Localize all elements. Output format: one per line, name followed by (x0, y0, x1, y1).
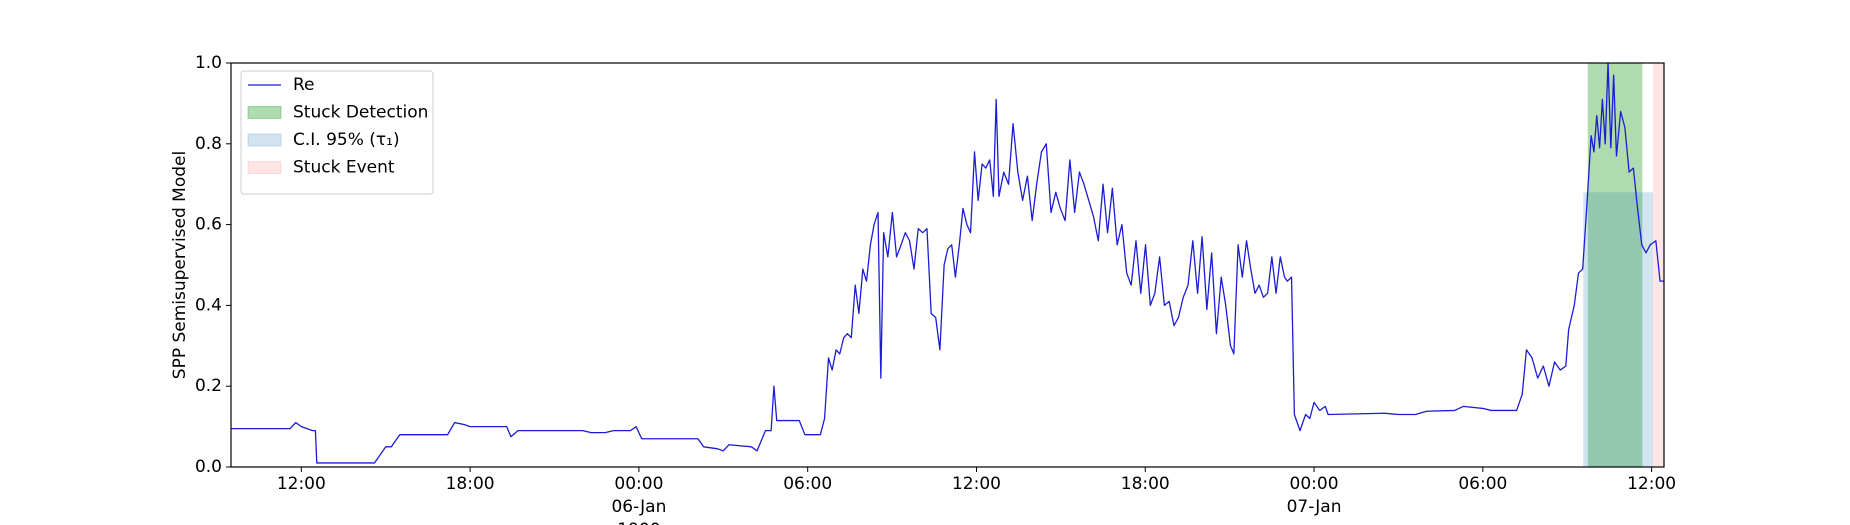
data-line (231, 62, 1664, 464)
x-tick-label: 12:00 (1627, 474, 1676, 494)
shaded-region (1583, 192, 1654, 467)
x-tick-label: 06:00 (1458, 474, 1507, 494)
legend-box (240, 70, 434, 195)
x-tick-label: 00:00 07-Jan (1287, 474, 1342, 517)
y-tick-label: 0.0 (195, 457, 222, 477)
legend-patch (247, 106, 282, 119)
legend-label: C.I. 95% (τ₁) (293, 130, 400, 150)
y-tick-label: 0.8 (195, 134, 222, 154)
legend-patch (247, 161, 282, 174)
x-tick-label: 06:00 (783, 474, 832, 494)
y-tick-label: 0.6 (195, 215, 222, 235)
legend-patch (247, 133, 282, 147)
legend-label: Stuck Detection (293, 103, 428, 123)
x-tick-label: 18:00 (446, 474, 495, 494)
y-tick-label: 1.0 (195, 53, 222, 73)
y-tick-label: 0.4 (195, 295, 222, 315)
y-axis-label: SPP Semisupervised Model (170, 151, 190, 379)
legend-label: Re (293, 75, 315, 95)
legend: Re Stuck Detection C.I. 95% (τ₁) Stuck Even… (240, 70, 434, 195)
x-tick-label: 12:00 (952, 474, 1001, 494)
x-tick-label: 18:00 (1121, 474, 1170, 494)
x-tick-label: 12:00 (277, 474, 326, 494)
plot-frame (230, 62, 1665, 468)
legend-label: Stuck Event (293, 158, 395, 178)
y-tick-label: 0.2 (195, 376, 222, 396)
